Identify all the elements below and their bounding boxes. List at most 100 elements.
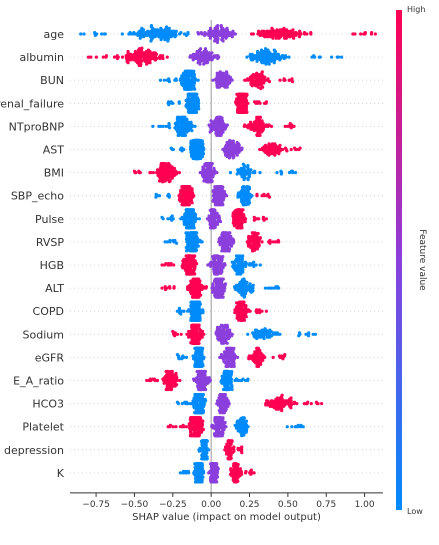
shap-dot — [170, 176, 174, 180]
shap-dot — [271, 52, 275, 56]
shap-dot — [268, 241, 272, 245]
shap-dot — [282, 56, 286, 61]
shap-dot — [237, 318, 241, 322]
shap-dot — [203, 47, 208, 51]
shap-dot — [177, 171, 181, 175]
shap-dot — [255, 59, 259, 63]
shap-dot — [214, 331, 218, 335]
shap-dot — [210, 58, 214, 62]
shap-dot — [244, 110, 248, 114]
shap-dot — [226, 364, 230, 368]
shap-dot — [167, 370, 171, 374]
shap-dot — [229, 364, 233, 368]
shap-dot — [302, 30, 307, 35]
shap-dot — [209, 264, 213, 268]
shap-dot — [219, 353, 224, 357]
shap-dot — [184, 211, 188, 215]
shap-dot — [191, 357, 196, 361]
shap-dot — [246, 287, 251, 292]
shap-dot — [246, 332, 250, 336]
shap-dot — [199, 156, 203, 161]
shap-dot — [191, 92, 195, 96]
shap-dot — [241, 377, 245, 381]
shap-dot — [204, 285, 209, 289]
shap-dot — [159, 124, 163, 128]
shap-dot — [175, 309, 179, 313]
shap-dot — [247, 357, 251, 361]
shap-dot — [163, 374, 168, 378]
shap-dot — [251, 283, 255, 287]
shap-dot — [224, 70, 229, 74]
shap-dot — [163, 285, 167, 289]
shap-dot — [233, 32, 238, 36]
shap-dot — [137, 63, 141, 68]
shap-dot — [289, 147, 293, 152]
shap-dot — [245, 55, 249, 59]
shap-dot — [264, 309, 268, 313]
shap-dot — [129, 32, 134, 36]
shap-dot — [178, 199, 183, 203]
shap-dot — [179, 146, 183, 150]
shap-dot — [275, 56, 280, 61]
shap-dot — [178, 378, 182, 383]
shap-dot — [120, 32, 124, 36]
shap-dot — [258, 311, 262, 315]
shap-dot — [184, 355, 189, 359]
shap-dot — [163, 287, 168, 292]
shap-dot — [149, 24, 154, 28]
shap-dot — [249, 290, 253, 294]
shap-dot — [198, 393, 202, 397]
shap-dot — [186, 226, 190, 230]
shap-dot — [268, 29, 272, 33]
shap-dot — [163, 38, 167, 42]
shap-dot — [167, 180, 171, 184]
shap-dot — [160, 263, 164, 267]
shap-dot — [198, 238, 202, 243]
shap-dot — [133, 49, 137, 54]
shap-dot — [162, 381, 166, 385]
shap-dot — [246, 308, 250, 312]
shap-dot — [220, 381, 224, 385]
shap-dot — [215, 71, 219, 75]
shap-dot — [174, 371, 178, 376]
shap-dot — [215, 325, 220, 329]
shap-dot — [281, 147, 285, 152]
shap-dot — [174, 127, 178, 131]
shap-dot — [229, 244, 234, 248]
shap-dot — [184, 87, 189, 91]
shap-dot — [186, 231, 190, 235]
shap-dot — [182, 71, 186, 75]
shap-dot — [260, 119, 264, 123]
shap-dot — [193, 87, 197, 91]
shap-dot — [292, 36, 296, 40]
shap-dot — [228, 171, 233, 175]
shap-dot — [112, 55, 117, 59]
shap-dot — [277, 354, 282, 358]
shap-dot — [222, 28, 226, 32]
shap-dot — [263, 47, 268, 51]
shap-dot — [258, 115, 262, 119]
shap-dot — [188, 110, 192, 114]
shap-dot — [254, 84, 258, 88]
shap-dot — [218, 220, 223, 224]
shap-dot — [239, 172, 243, 176]
shap-dot — [186, 69, 190, 73]
shap-dot — [271, 36, 275, 40]
shap-dot — [187, 234, 192, 238]
shap-dot — [226, 404, 230, 408]
shap-dot — [258, 171, 262, 175]
shap-dot — [132, 58, 136, 62]
shap-dot — [221, 264, 225, 268]
shap-dot — [291, 28, 295, 32]
shap-dot — [197, 107, 201, 111]
shap-dot — [148, 61, 152, 65]
shap-dot — [229, 234, 233, 238]
shap-dot — [202, 179, 206, 183]
shap-dot — [177, 133, 181, 137]
shap-dot — [237, 92, 242, 96]
shap-dot — [243, 217, 248, 221]
shap-dot — [82, 32, 86, 36]
shap-dot — [208, 162, 212, 166]
shap-dot — [231, 237, 235, 241]
shap-dot — [275, 28, 279, 32]
